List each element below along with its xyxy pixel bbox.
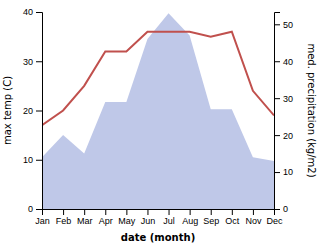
tick-mark [274,98,280,99]
tick-mark [232,209,233,215]
tick-mark [274,172,280,173]
tick: 40 [274,57,293,67]
tick-mark [274,135,280,136]
tick-label: 20 [283,131,293,141]
tick: 0 [274,204,288,214]
tick-label: Jul [163,216,175,226]
tick-label: Nov [245,216,262,226]
tick-label: 10 [23,155,33,165]
temperature-line [42,32,274,126]
tick-label: Sep [203,216,219,226]
tick: Jul [163,209,175,226]
marks [42,13,274,209]
chart: JanFebMarAprMayJunJulAugSepOctNovDec0102… [0,0,318,247]
tick: 30 [23,57,42,67]
tick-mark [274,61,280,62]
tick: 20 [274,131,293,141]
tick: Apr [99,209,113,226]
tick-label: Dec [266,216,283,226]
axis-line [36,13,43,210]
y-axis-title: max temp (C) [2,76,13,145]
x-axis: Jan Feb Mar Apr May Jun Jul Aug Sep Oct Nov Dec [35,209,283,226]
tick-label: 0 [28,204,33,214]
tick-mark [105,209,106,215]
tick-mark [211,209,212,215]
tick-mark [36,209,42,210]
tick-mark [36,61,42,62]
tick: 10 [23,155,42,165]
tick-mark [36,111,42,112]
precipitation-area [42,13,274,209]
y2-axis-title: med. precipitation (kg/m2) [306,43,317,177]
tick-label: 10 [283,167,293,177]
tick-label: Jan [35,216,50,226]
tick: Oct [225,209,240,226]
tick: Jun [141,209,156,226]
tick: Sep [203,209,219,226]
tick: Mar [77,209,93,226]
tick-label: Aug [182,216,198,226]
tick: May [118,209,136,226]
plot: JanFebMarAprMayJunJulAugSepOctNovDec0102… [23,7,293,226]
tick: Nov [245,209,262,226]
tick-label: 20 [23,106,33,116]
tick: 40 [23,7,42,17]
axis-line [275,13,281,210]
tick: 50 [274,20,293,30]
tick-mark [84,209,85,215]
axis-line [43,210,275,216]
tick-label: Mar [77,216,93,226]
tick-label: Feb [56,216,72,226]
tick: 10 [274,167,293,177]
tick-label: 50 [283,20,293,30]
tick: Jan [35,209,50,226]
tick-label: 0 [283,204,288,214]
tick-label: May [118,216,136,226]
tick: Dec [266,209,283,226]
tick-label: 40 [283,57,293,67]
tick-mark [274,209,280,210]
tick: Feb [56,209,72,226]
tick-mark [126,209,127,215]
y-axis: 0 10 20 30 40 [23,7,43,214]
tick-label: Oct [225,216,240,226]
tick-label: 30 [23,57,33,67]
tick-mark [190,209,191,215]
tick: 0 [28,204,42,214]
tick: 30 [274,94,293,104]
x-axis-title: date (month) [121,232,195,243]
tick-mark [274,24,280,25]
tick-label: Apr [99,216,113,226]
tick-label: 30 [283,94,293,104]
tick-mark [147,209,148,215]
tick-mark [36,160,42,161]
tick-label: Jun [141,216,156,226]
tick: 20 [23,106,42,116]
tick-mark [63,209,64,215]
y2-axis: 0 10 20 30 40 50 [274,13,293,215]
tick-label: 40 [23,7,33,17]
tick-mark [169,209,170,215]
tick-mark [36,12,42,13]
tick: Aug [182,209,198,226]
tick-mark [253,209,254,215]
